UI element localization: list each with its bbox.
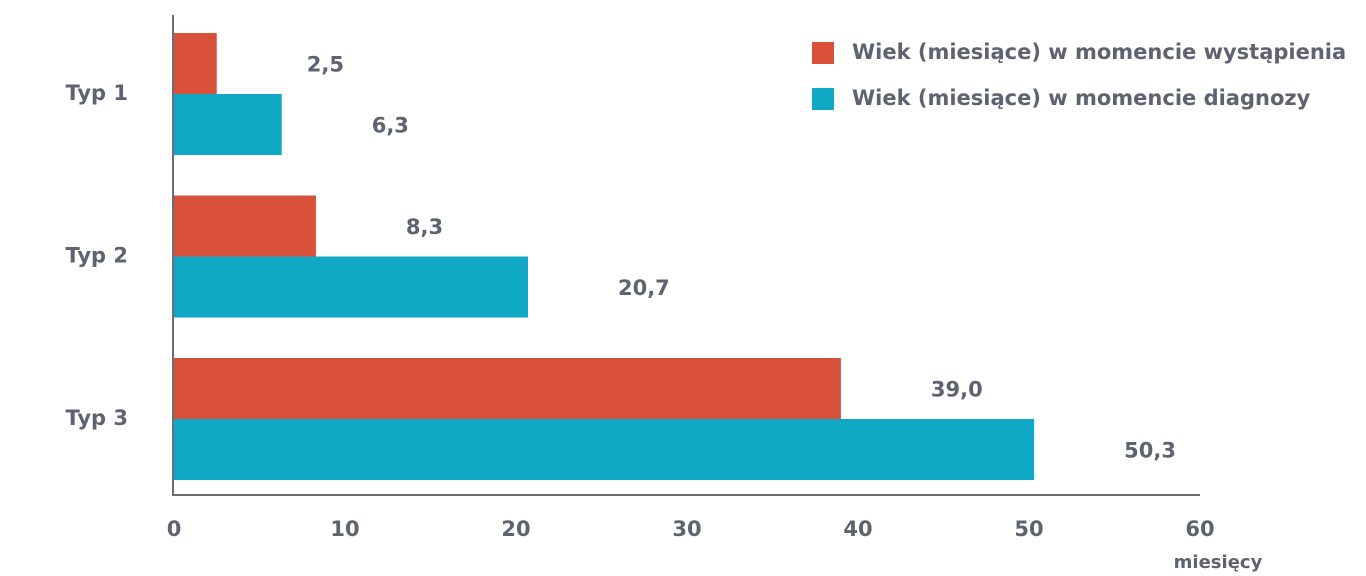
y-tick-label: Typ 2 — [66, 244, 128, 268]
value-label: 6,3 — [372, 114, 409, 138]
bar — [174, 195, 316, 257]
x-tick-label: 20 — [501, 517, 530, 541]
legend-label: Wiek (miesiące) w momencie diagnozy — [852, 86, 1311, 110]
y-tick-label: Typ 3 — [66, 406, 128, 430]
y-tick-label: Typ 1 — [66, 81, 128, 105]
value-label: 50,3 — [1124, 439, 1176, 463]
value-label: 39,0 — [931, 378, 983, 402]
x-tick-label: 50 — [1014, 517, 1043, 541]
value-label: 20,7 — [618, 276, 670, 300]
x-tick-label: 10 — [330, 517, 359, 541]
x-tick-label: 0 — [167, 517, 182, 541]
legend-label: Wiek (miesiące) w momencie wystąpienia — [852, 40, 1346, 64]
bar — [174, 358, 841, 419]
value-label: 8,3 — [406, 215, 443, 239]
legend-swatch — [812, 42, 834, 64]
bar — [174, 94, 282, 155]
x-tick-label: 30 — [672, 517, 701, 541]
x-axis-label: miesięcy — [1174, 552, 1263, 573]
value-label: 2,5 — [307, 53, 344, 77]
bar — [174, 256, 528, 318]
bar — [174, 419, 1035, 480]
x-tick-label: 40 — [843, 517, 872, 541]
bar — [174, 33, 217, 94]
x-tick-label: 60 — [1185, 517, 1214, 541]
legend-swatch — [812, 88, 834, 110]
